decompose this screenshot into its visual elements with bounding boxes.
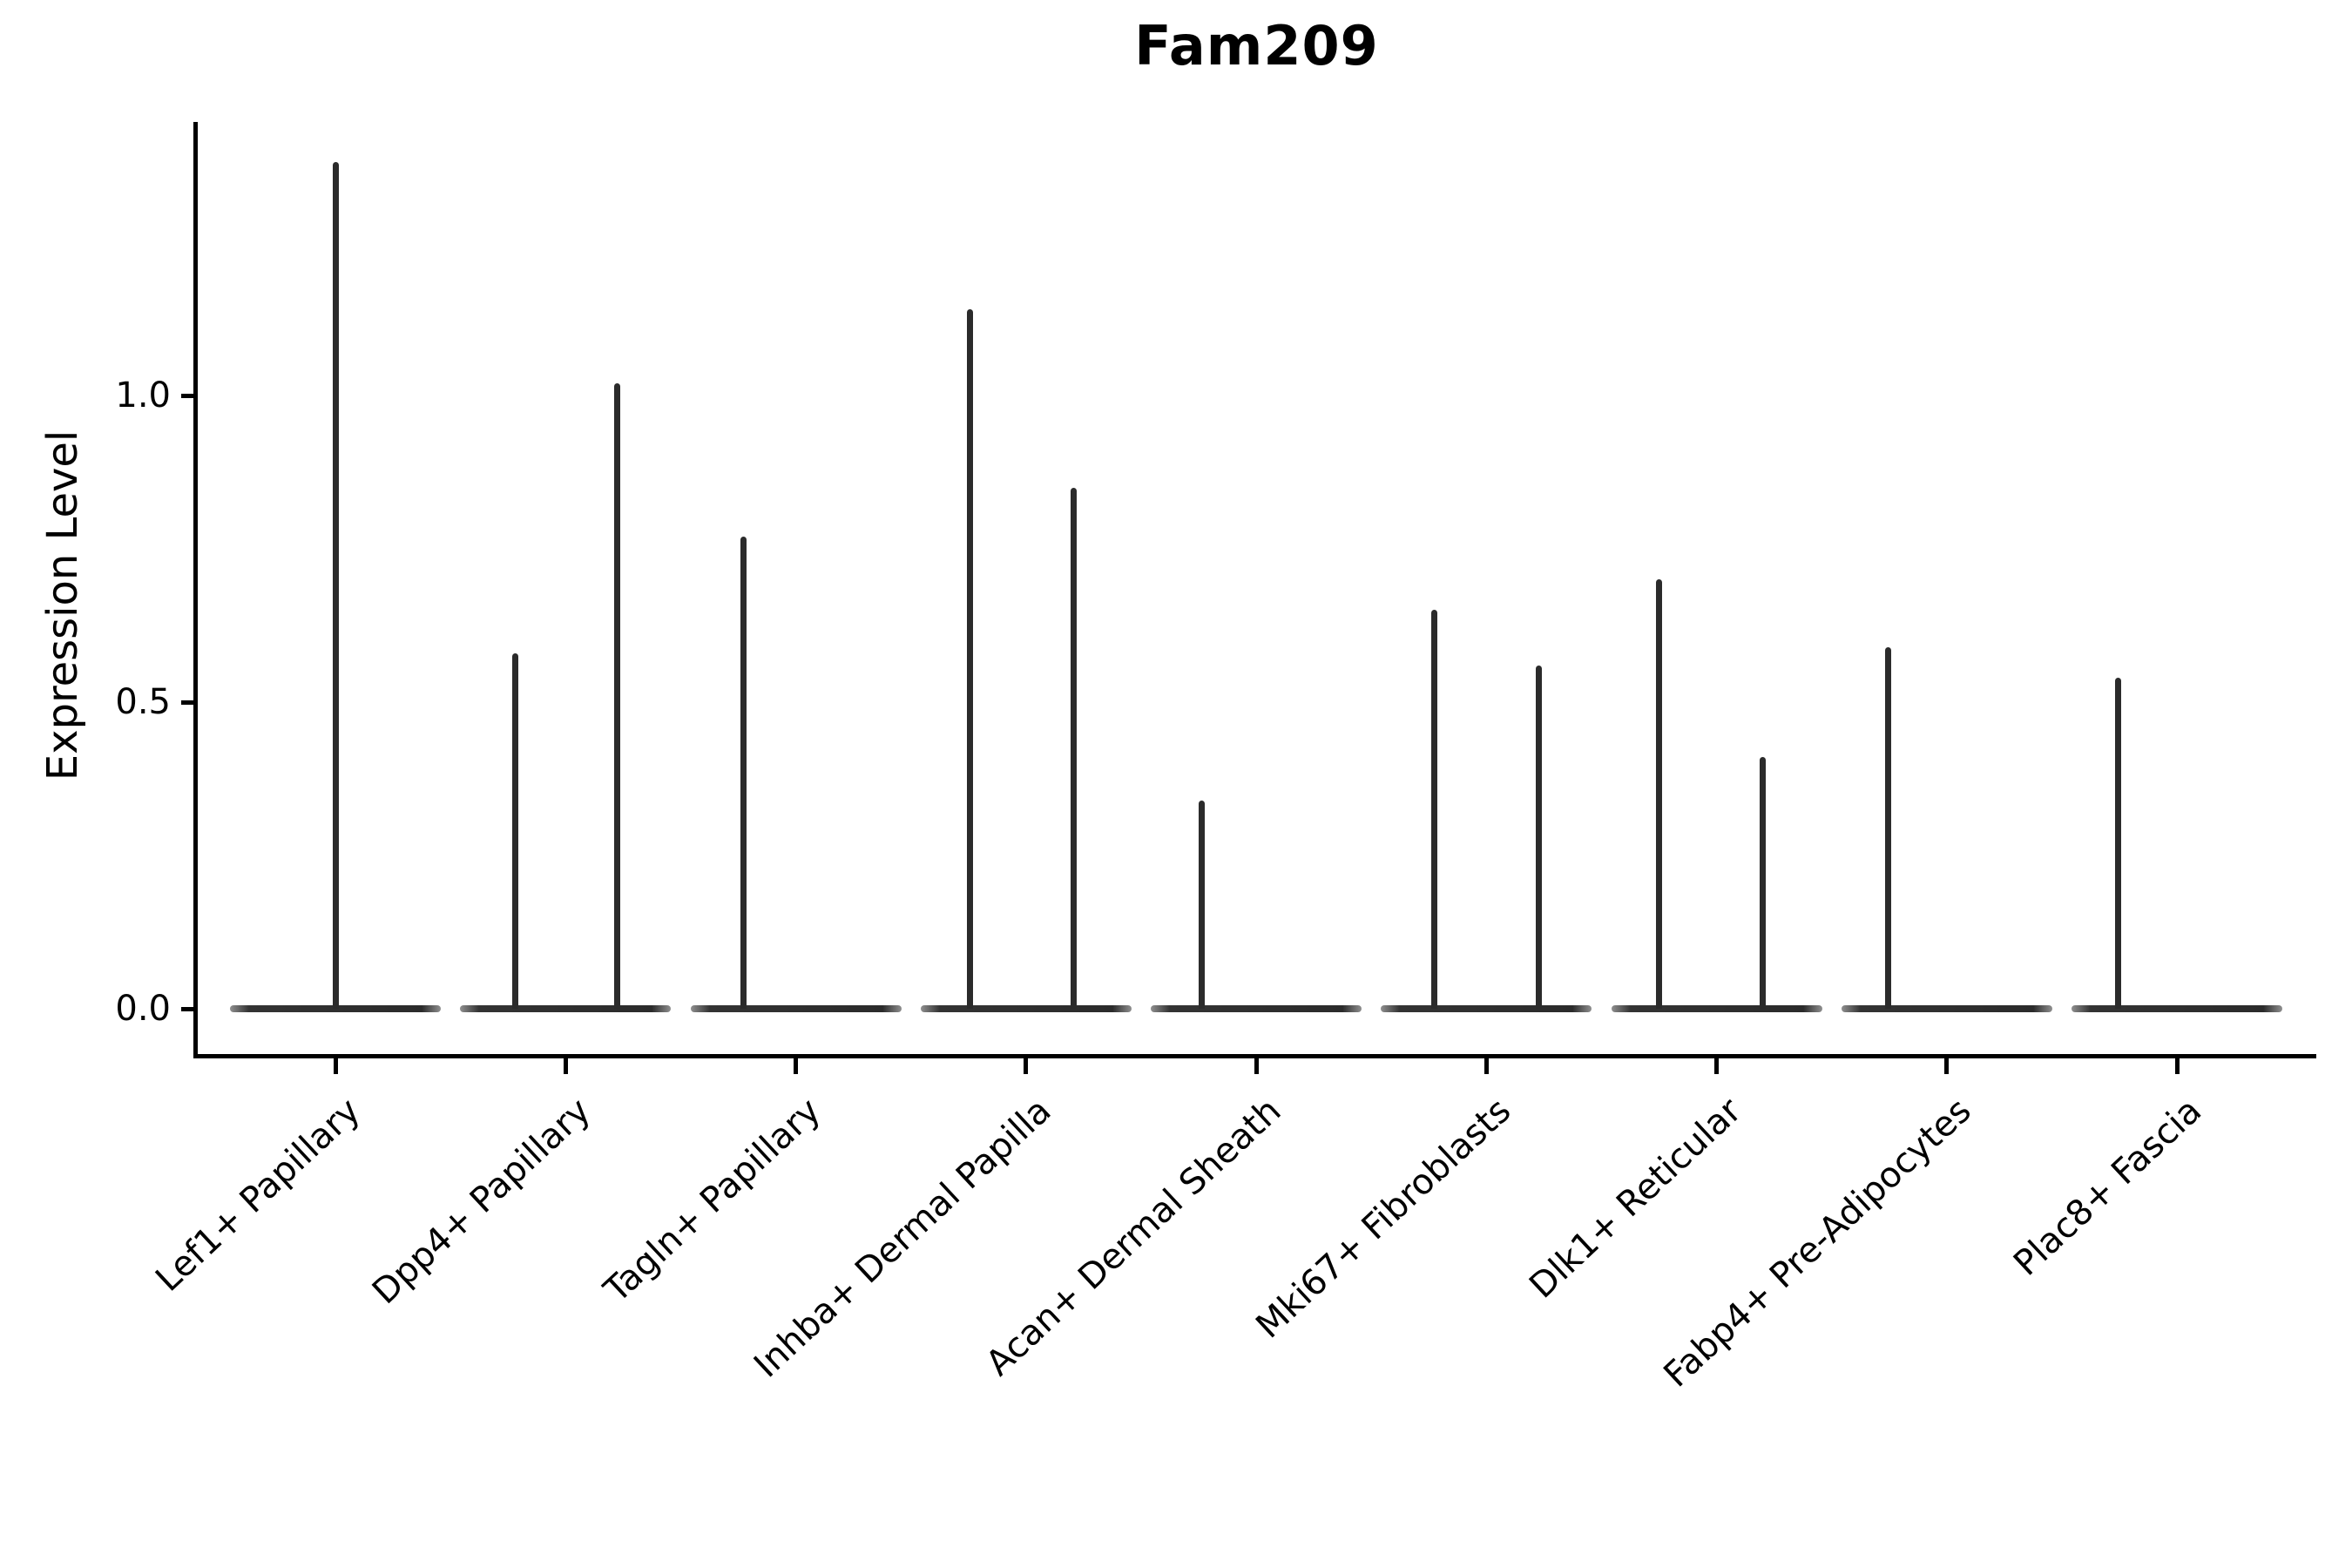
violin-spike [511,652,518,1009]
violin-body-base [230,1005,441,1012]
x-tick-mark [1024,1054,1029,1074]
y-axis-label-text: Expression Level [38,429,87,781]
violin-spike [1760,757,1766,1009]
y-axis-spine [193,122,198,1058]
violin-spike [2114,677,2121,1009]
x-tick-mark [1254,1054,1259,1074]
x-tick-label-text: Lef1+ Papillary [148,1091,368,1300]
x-tick-mark [794,1054,798,1074]
violin-body-base [690,1005,902,1012]
violin-spike [740,536,747,1009]
y-tick-mark [181,1006,197,1011]
violin-spike [1885,646,1892,1009]
violin-spike [1535,665,1542,1009]
y-tick-label: 1.0 [115,375,171,416]
violin-spike [613,382,620,1009]
y-tick-mark [181,393,197,398]
x-tick-label-text: Dpp4+ Papillary [364,1091,598,1313]
violin-body-base [1151,1005,1362,1012]
violin-spike [967,309,974,1009]
violin-body-base [920,1005,1132,1012]
violin-body-base [1381,1005,1592,1012]
x-tick-mark [1714,1054,1719,1074]
violin-body-base [460,1005,672,1012]
x-tick-mark [333,1054,338,1074]
violin-spike [332,162,339,1009]
violin-spike [1198,800,1205,1009]
violin-body-base [1611,1005,1822,1012]
y-tick-mark [181,700,197,705]
x-tick-mark [1944,1054,1950,1074]
violin-spike [1656,579,1662,1009]
x-tick-label-text: Plac8+ Fascia [2006,1091,2210,1284]
x-tick-label-text: Dlk1+ Reticular [1522,1091,1749,1307]
y-tick-label: 0.0 [115,989,171,1029]
violin-body-base [2072,1005,2282,1012]
violin-spike [1071,487,1078,1009]
x-tick-label-text: Tagln+ Papillary [597,1091,828,1311]
x-tick-label-text: Mki67+ Fibroblasts [1248,1091,1519,1347]
x-tick-mark [563,1054,568,1074]
chart-title: Fam209 [1134,14,1379,78]
x-tick-mark [2174,1054,2180,1074]
y-tick-label: 0.5 [115,682,171,722]
violin-spike [1430,610,1437,1009]
violin-body-base [1841,1005,2052,1012]
x-tick-mark [1484,1054,1489,1074]
